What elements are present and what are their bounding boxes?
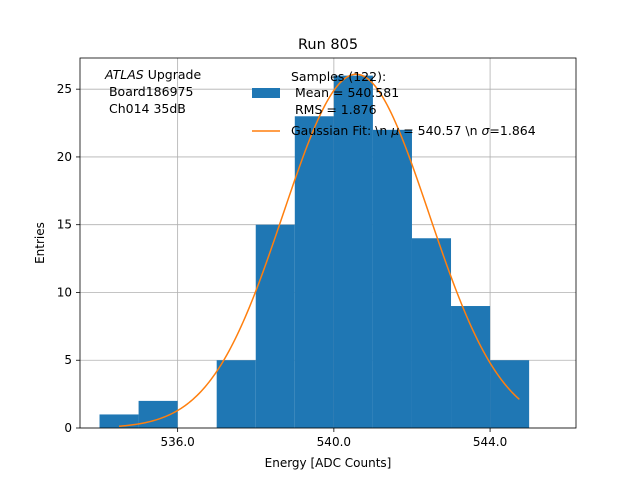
histogram-bar-5 (294, 116, 334, 429)
histogram-bar-3 (216, 360, 256, 428)
annotation-atlas: ATLAS (104, 67, 144, 82)
legend-fit-sigma: σ (481, 123, 490, 138)
gaussian-fit-line (118, 73, 520, 427)
x-tick-label-1: 540.0 (317, 435, 351, 449)
histogram-bar-7 (372, 129, 412, 429)
x-axis-label: Energy [ADC Counts] (265, 456, 392, 470)
plot-frame (79, 57, 577, 429)
y-axis-label: Entries (33, 222, 47, 264)
legend-hist-swatch (252, 88, 280, 98)
y-tick-label-1: 5 (64, 353, 72, 367)
x-tick-label-2: 544.0 (473, 435, 507, 449)
legend-fit-label: Gaussian Fit: \n μ = 540.57 \n σ=1.864 (291, 123, 536, 138)
y-tick-label-0: 0 (64, 421, 72, 435)
atlas-annotation: ATLAS Upgrade Board186975 Ch014 35dB (104, 67, 201, 116)
x-ticks: 536.0 540.0 544.0 (160, 428, 507, 449)
legend-hist-line-2: Mean = 540.581 (291, 85, 399, 100)
annotation-line-3: Ch014 35dB (105, 101, 186, 116)
legend-hist-line-1: Samples (122): (291, 69, 386, 84)
histogram-bar-10 (490, 360, 530, 428)
legend-fit-mu: μ (390, 123, 399, 138)
y-tick-label-5: 25 (57, 82, 72, 96)
y-tick-label-4: 20 (57, 150, 72, 164)
histogram-bar-4 (255, 224, 295, 428)
legend-hist-line-3: RMS = 1.876 (291, 102, 377, 117)
y-ticks: 0 5 10 15 20 25 (57, 82, 80, 435)
y-tick-label-3: 15 (57, 218, 72, 232)
histogram-bar-8 (411, 238, 452, 428)
legend-fit-pre: Gaussian Fit: \n (291, 123, 391, 138)
chart-title: Run 805 (298, 37, 358, 53)
legend: Samples (122): Mean = 540.581 RMS = 1.87… (252, 69, 536, 138)
annotation-line-2: Board186975 (105, 84, 193, 99)
legend-fit-post: =1.864 (489, 123, 535, 138)
annotation-line-1: ATLAS Upgrade (104, 67, 201, 82)
annotation-upgrade: Upgrade (144, 67, 202, 82)
y-tick-label-2: 10 (57, 285, 72, 299)
x-tick-label-0: 536.0 (160, 435, 194, 449)
histogram-bar-6 (333, 75, 373, 428)
legend-fit-mid: = 540.57 \n (399, 123, 481, 138)
